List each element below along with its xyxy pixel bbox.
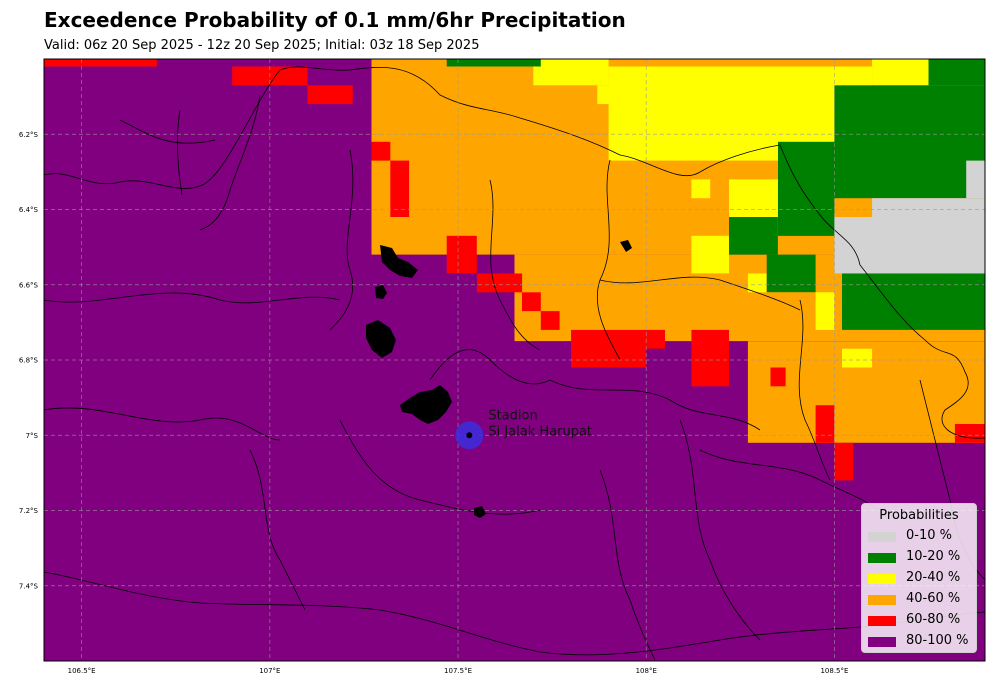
probability-region-4 [44, 59, 157, 67]
boundary-14 [798, 299, 831, 481]
boundary-6 [43, 407, 281, 441]
legend-item: 80-100 % [868, 633, 976, 651]
terrain-patch-4 [375, 285, 387, 299]
probability-region-31 [928, 59, 985, 86]
terrain-patch-3 [366, 320, 396, 358]
boundary-3 [119, 119, 216, 144]
legend-label: 10-20 % [906, 549, 961, 564]
terrain-patch-1 [400, 385, 452, 424]
probability-region-9 [446, 235, 477, 274]
probability-region-11 [522, 292, 541, 312]
legend-item: 0-10 % [868, 528, 976, 546]
probability-region-12 [540, 311, 560, 330]
boundary-11 [599, 276, 801, 311]
x-axis-ticks: 106.5°E 107°E 107.5°E 108°E 108.5°E [68, 667, 849, 675]
probability-region-19 [954, 424, 985, 443]
y-tick-label: 7.4°S [19, 582, 39, 590]
probability-region-13 [571, 329, 647, 368]
probability-region-32 [834, 85, 985, 199]
y-tick-label: 6.4°S [19, 206, 39, 214]
legend-item: 10-20 % [868, 549, 976, 567]
boundary-5 [43, 292, 341, 304]
y-tick-label: 7.2°S [19, 507, 39, 515]
y-tick-label: 7°S [26, 432, 39, 440]
boundary-2 [176, 109, 183, 196]
legend-label: 40-60 % [906, 591, 961, 606]
chart-subtitle: Valid: 06z 20 Sep 2025 - 12z 20 Sep 2025… [44, 38, 480, 53]
boundary-1 [199, 94, 261, 231]
boundary-8 [339, 419, 541, 515]
legend-swatch [868, 616, 896, 626]
boundary-4 [329, 149, 354, 331]
terrain-features [366, 240, 632, 518]
probability-region-22 [533, 59, 609, 86]
x-tick-label: 108°E [636, 667, 657, 675]
gridlines [44, 59, 985, 661]
terrain-patch-6 [474, 506, 486, 518]
probability-region-30 [446, 59, 541, 67]
chart-title: Exceedence Probability of 0.1 mm/6hr Pre… [44, 8, 626, 32]
x-tick-label: 107°E [259, 667, 280, 675]
probability-region-29 [842, 348, 873, 368]
x-tick-label: 108.5°E [820, 667, 848, 675]
y-tick-label: 6.8°S [19, 357, 39, 365]
legend-item: 40-60 % [868, 591, 976, 609]
boundary-16 [429, 349, 551, 385]
station-name-line2: Si Jalak Harupat [488, 424, 592, 439]
probability-region-17 [815, 405, 835, 443]
map-frame [43, 58, 986, 662]
legend-swatch [868, 532, 896, 542]
legend-item: 60-80 % [868, 612, 976, 630]
legend-label: 60-80 % [906, 612, 961, 627]
boundary-7 [249, 449, 306, 611]
legend-swatch [868, 595, 896, 605]
legend-swatch [868, 637, 896, 647]
boundary-9 [489, 179, 541, 351]
legend: Probabilities 0-10 % 10-20 % 20-40 % 40-60 … [861, 503, 977, 653]
probability-region-28 [815, 292, 835, 330]
y-axis-ticks: 6.2°S 6.4°S 6.6°S 6.8°S 7°S 7.2°S 7.4°S [19, 131, 39, 591]
y-tick-label: 6.2°S [19, 131, 39, 139]
legend-item: 20-40 % [868, 570, 976, 588]
probability-region-23 [597, 85, 639, 105]
probability-region-10 [476, 273, 523, 293]
probability-region-39 [966, 160, 985, 199]
probability-region-36 [842, 273, 985, 330]
x-tick-label: 106.5°E [68, 667, 96, 675]
probability-region-15 [691, 329, 729, 387]
probability-region-35 [766, 254, 816, 293]
probability-region-21 [872, 59, 929, 86]
probability-region-34 [729, 217, 778, 255]
station[interactable]: Stadion Si Jalak Harupat [455, 408, 592, 450]
legend-swatch [868, 574, 896, 584]
legend-label: 0-10 % [906, 528, 952, 543]
coastline-north [43, 66, 861, 266]
probability-region-26 [691, 235, 729, 274]
probability-region-38 [872, 198, 985, 217]
probability-region-8 [390, 160, 410, 217]
probability-region-18 [834, 442, 854, 481]
station-name-line1: Stadion [488, 408, 537, 423]
legend-label: 20-40 % [906, 570, 961, 585]
probability-region-24 [691, 179, 711, 199]
legend-swatch [868, 553, 896, 563]
legend-title: Probabilities [879, 508, 959, 523]
probability-region-14 [646, 329, 665, 349]
probability-region-37 [834, 217, 985, 274]
y-tick-label: 6.6°S [19, 281, 39, 289]
x-tick-label: 107.5°E [444, 667, 472, 675]
terrain-patch-2 [380, 245, 418, 278]
boundary-13 [679, 419, 761, 641]
probability-region-27 [747, 273, 767, 293]
boundary-17 [599, 469, 656, 661]
probability-region-33 [778, 141, 835, 236]
legend-label: 80-100 % [906, 633, 969, 648]
probability-region-7 [371, 141, 391, 161]
boundary-12 [549, 379, 761, 431]
station-center-dot [466, 432, 473, 439]
probability-region-6 [307, 85, 353, 105]
probability-region-16 [770, 367, 786, 387]
terrain-patch-5 [620, 240, 632, 252]
